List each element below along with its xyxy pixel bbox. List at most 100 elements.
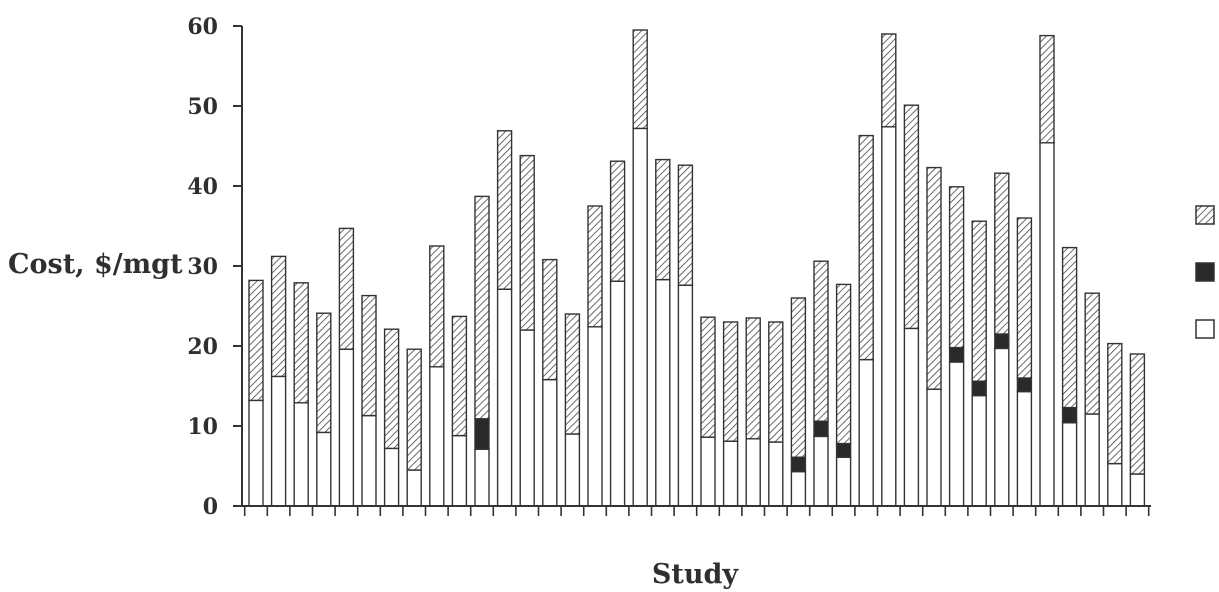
bar-segment-white [1129,473,1146,507]
y-tick-label: 40 [187,174,218,200]
bar-segment-white [926,388,942,507]
bar-segment-white [293,402,309,507]
bar-segment-hatched [722,321,739,442]
bar-segment-black [835,442,852,458]
bar-segment-hatched [564,313,581,435]
bar-segment-white [881,126,897,507]
bar-segment-hatched [519,154,535,331]
bar-segment-white [813,435,829,507]
bar-segment-hatched [948,186,965,349]
bar-segment-white [429,366,445,507]
bar-segment-white [971,394,987,507]
bar-segment-hatched [496,130,513,290]
y-tick-label: 30 [187,254,218,280]
bar-segment-hatched [542,258,558,381]
bar-segment-hatched [1129,353,1146,475]
bar-segment-white [451,434,468,507]
bar-segment-hatched [361,294,377,417]
bar-segment-white [496,288,513,507]
y-tick-label: 50 [187,94,218,120]
bar-segment-hatched [994,172,1010,335]
bar-segment-white [903,327,920,507]
bar-segment-black [994,333,1010,350]
bar-segment-hatched [451,315,468,437]
legend-swatch-hatched [1195,205,1215,225]
bar-segment-white [1039,142,1055,507]
bar-segment-white [655,278,671,507]
bar-segment-hatched [474,195,490,420]
bar-segment-white [474,448,490,507]
bar-segment-hatched [655,158,671,281]
legend [1195,205,1215,339]
y-tick-label: 10 [187,414,218,440]
y-axis-label: Cost, $/mgt [8,249,183,280]
bar-segment-hatched [406,348,422,471]
bar-segment-white [406,469,422,507]
bar-segment-black [474,418,490,450]
bar-segment-hatched [926,166,942,390]
bar-segment-hatched [858,134,874,361]
bar-segment-white [587,326,603,507]
bar-segment-hatched [1107,342,1123,465]
bar-segment-white [677,284,694,507]
bar-segment-white [564,433,581,507]
bars [248,29,1146,507]
y-tick-label: 20 [187,334,218,360]
bar-segment-hatched [700,316,716,438]
bar-segment-white [994,347,1010,507]
bar-segment-hatched [1016,217,1033,379]
y-tick-label: 60 [187,14,218,40]
bar-segment-white [316,431,332,507]
bar-segment-white [745,438,761,507]
bar-segment-hatched [768,321,784,443]
bar-segment-white [338,348,355,507]
bar-segment-hatched [835,283,852,445]
bar-segment-black [971,380,987,397]
bar-segment-white [835,456,852,507]
bar-segment-white [722,440,739,507]
bar-segment-white [768,441,784,507]
bar-segment-hatched [1061,246,1078,409]
bar-segment-hatched [677,164,694,286]
bar-segment-black [813,420,829,438]
bar-segment-hatched [971,220,987,382]
bar-segment-hatched [790,297,807,458]
bar-segment-hatched [1039,34,1055,144]
bar-segment-white [1061,422,1078,507]
bar-segment-white [700,436,716,507]
bar-segment-white [383,447,400,507]
x-axis-label: Study [652,559,739,590]
bar-segment-white [1084,413,1100,507]
bar-segment-white [248,399,264,507]
bar-segment-hatched [632,29,648,130]
bar-segment-hatched [316,312,332,434]
bar-segment-white [1107,462,1123,507]
bar-segment-white [948,361,965,507]
y-axis-ticks: 0 10 20 30 40 50 60 [187,14,242,520]
bar-segment-hatched [270,255,287,378]
bar-segment-hatched [881,33,897,128]
bar-segment-white [519,329,535,507]
y-tick-label: 0 [203,494,218,520]
bar-segment-white [858,358,874,507]
bar-segment-hatched [609,160,626,282]
bar-segment-hatched [813,260,829,422]
bar-segment-hatched [745,317,761,440]
bar-segment-white [632,127,648,507]
bar-segment-black [790,456,807,473]
bar-segment-hatched [429,245,445,368]
bar-segment-white [790,470,807,507]
bar-segment-hatched [1084,292,1100,415]
bar-segment-hatched [293,282,309,404]
legend-swatch-black [1195,262,1215,282]
bar-segment-black [1061,406,1078,424]
bar-segment-black [1016,377,1033,393]
bar-segment-hatched [587,205,603,328]
bar-segment-white [609,280,626,507]
bar-segment-hatched [248,279,264,402]
bar-segment-white [270,375,287,507]
bar-segment-white [542,378,558,507]
bar-segment-black [948,346,965,363]
bar-segment-hatched [903,104,920,330]
